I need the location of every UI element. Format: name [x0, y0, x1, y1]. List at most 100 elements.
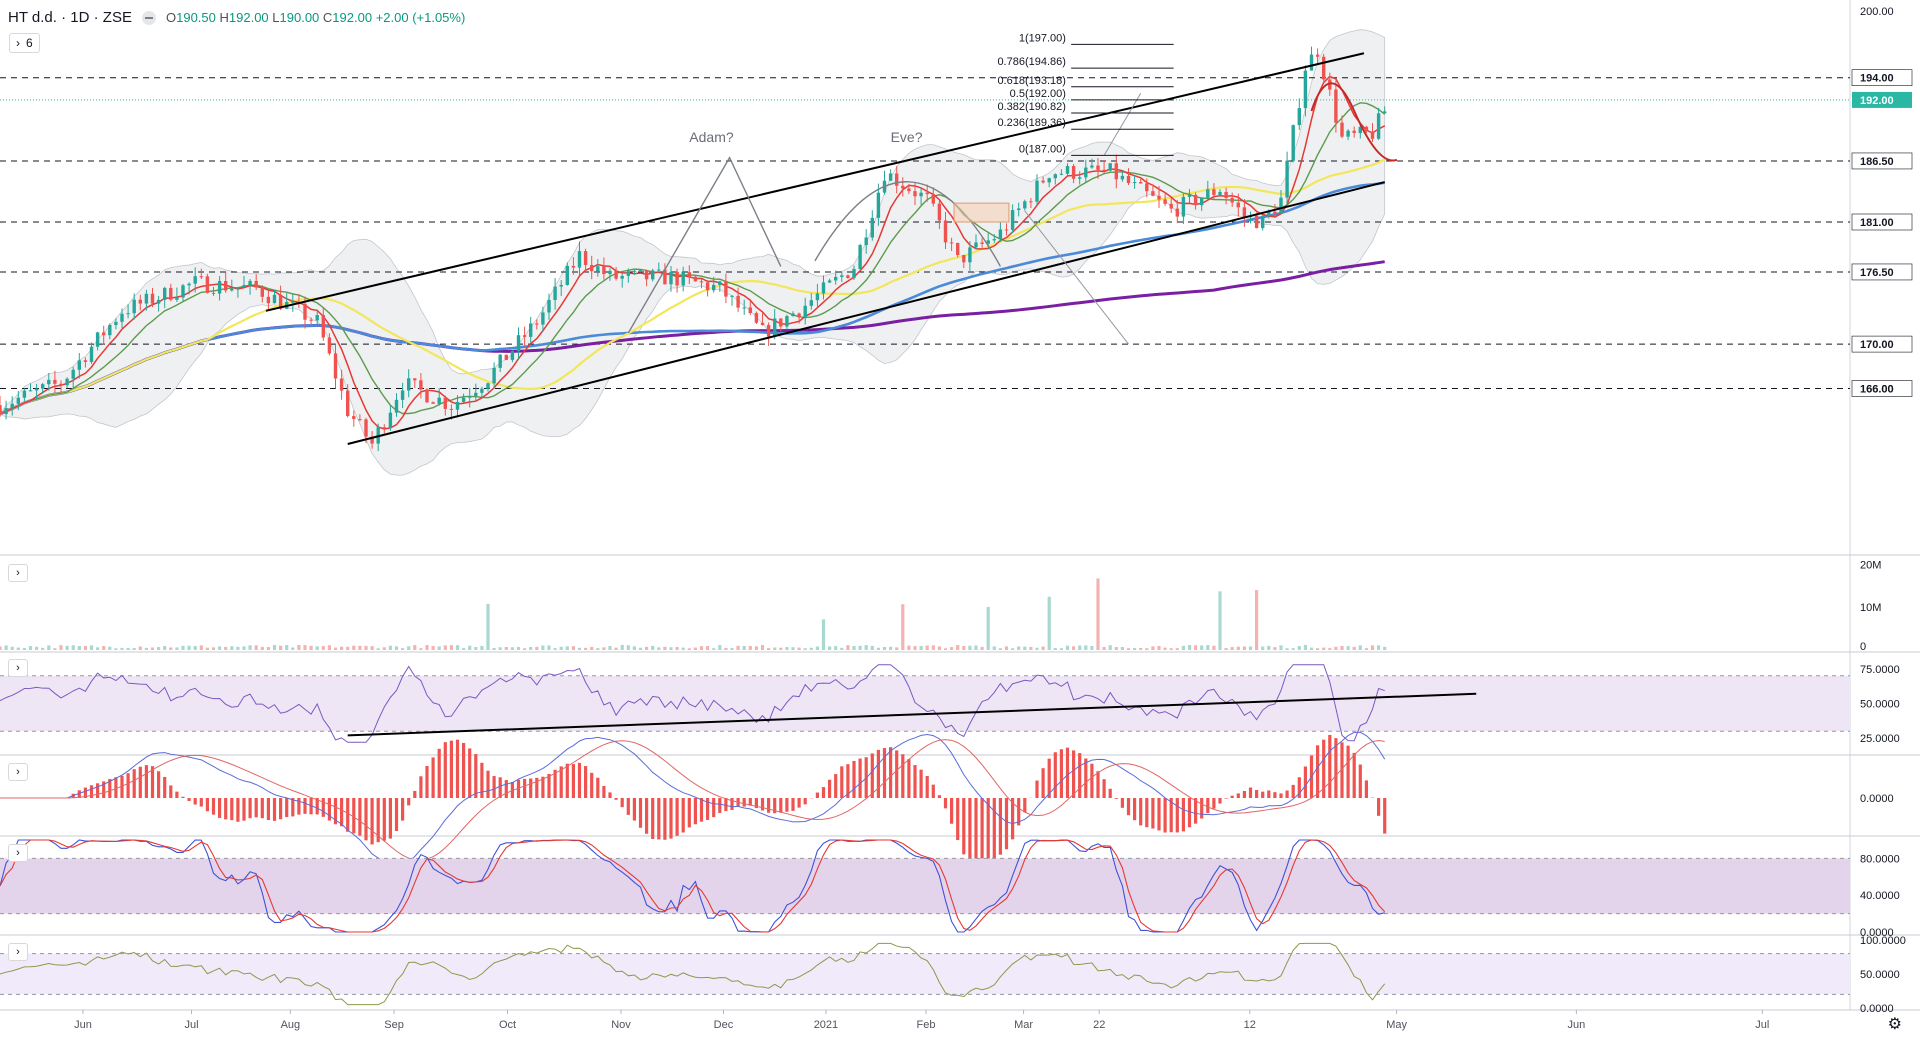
macd-histogram-bar [1017, 798, 1021, 826]
volume-bar [498, 647, 502, 650]
volume-bar [449, 645, 453, 650]
mfi-axis-tick: 100.0000 [1860, 935, 1906, 947]
candle-body [1126, 175, 1131, 184]
macd-histogram-bar [870, 753, 874, 798]
macd-histogram-bar [230, 798, 234, 821]
candle-body [1096, 165, 1100, 170]
chart-header: HT d.d. · 1D · ZSE O190.50 H192.00 L190.… [8, 9, 465, 26]
candle-body [388, 412, 393, 428]
macd-histogram-bar [291, 798, 295, 817]
macd-histogram-bar [187, 798, 191, 801]
candle-body [742, 307, 746, 309]
candle-body [187, 283, 191, 286]
volume-bar [510, 647, 514, 650]
macd-histogram-bar [297, 798, 301, 815]
gear-icon[interactable]: ⚙ [1887, 1016, 1902, 1033]
macd-histogram-bar [455, 739, 460, 798]
fib-level-label: 1(197.00) [1019, 32, 1066, 44]
volume-bar [102, 645, 106, 650]
candle-body [339, 378, 344, 391]
volume-bar [1169, 648, 1173, 650]
macd-histogram-bar [1383, 798, 1387, 834]
candle-body [1139, 182, 1143, 184]
macd-histogram-bar [413, 790, 417, 798]
volume-bar [1053, 647, 1057, 650]
candle-body [803, 305, 807, 318]
candle-body [364, 419, 368, 437]
candle-body [1181, 196, 1186, 217]
macd-pane-toggle[interactable]: › [8, 763, 28, 781]
macd-histogram-bar [1230, 795, 1234, 798]
stoch-axis-tick: 0.0000 [1860, 927, 1894, 939]
candle-body [699, 281, 704, 283]
macd-histogram-bar [577, 762, 582, 798]
candle-body [773, 318, 777, 337]
volume-bar [1090, 645, 1094, 650]
rsi-band [0, 675, 1850, 732]
candle-body [498, 354, 502, 368]
macd-histogram-bar [1377, 798, 1381, 816]
candle-body [419, 380, 423, 390]
mfi-axis-tick: 50.0000 [1860, 969, 1900, 981]
candle-body [230, 288, 234, 291]
fib-level-label: 0.382(190.82) [997, 101, 1066, 113]
candle-body [53, 379, 57, 384]
visibility-icon[interactable] [141, 10, 156, 25]
volume-bar [748, 645, 752, 650]
rsi-pane-toggle[interactable]: › [8, 659, 28, 677]
macd-histogram-bar [498, 777, 502, 798]
volume-bar [962, 646, 966, 650]
volume-bar [553, 648, 557, 650]
macd-histogram-bar [340, 798, 344, 827]
macd-histogram-bar [998, 798, 1002, 855]
macd-histogram-bar [138, 766, 142, 798]
macd-histogram-bar [1011, 798, 1015, 840]
candle-body [529, 323, 533, 337]
macd-histogram-bar [480, 762, 484, 798]
price-level-tag [1851, 152, 1913, 170]
candle-body [1236, 202, 1240, 208]
candle-body [248, 280, 252, 286]
macd-histogram-bar [919, 769, 923, 798]
time-axis-tick: Jul [185, 1019, 199, 1031]
volume-bar [675, 646, 679, 650]
macd-histogram-bar [1126, 798, 1131, 816]
candle-body [22, 390, 27, 398]
volume-bar [279, 645, 283, 650]
candle-body [1297, 108, 1301, 126]
volume-bar [413, 645, 417, 650]
volume-bar [1102, 646, 1106, 650]
volume-bar [394, 646, 399, 650]
volume-bar [462, 648, 466, 650]
candle-body [217, 280, 222, 294]
macd-histogram-bar [1023, 798, 1027, 813]
candle-body [291, 301, 295, 303]
candle-body [535, 323, 539, 325]
candle-body [1151, 191, 1155, 196]
candle-body [766, 325, 771, 337]
macd-histogram-bar [663, 798, 667, 840]
macd-histogram-bar [1261, 791, 1265, 798]
volume-bar [1230, 647, 1234, 650]
volume-bar [401, 648, 405, 650]
volume-pane-toggle[interactable]: › [8, 564, 28, 582]
volume-bar [266, 647, 270, 650]
macd-histogram-bar [1108, 788, 1112, 798]
macd-histogram-bar [1096, 771, 1100, 798]
mfi-pane-toggle[interactable]: › [8, 943, 28, 961]
volume-bar [919, 645, 923, 650]
indicator-toggle[interactable]: › 6 [9, 33, 40, 53]
candle-body [1285, 160, 1289, 198]
candle-body [705, 282, 710, 291]
time-axis-tick: May [1386, 1019, 1407, 1031]
candle-body [1206, 189, 1210, 199]
volume-bar [1303, 644, 1307, 650]
macd-histogram-bar [132, 769, 136, 798]
stoch-pane-toggle[interactable]: › [8, 844, 28, 862]
symbol-title[interactable]: HT d.d. · 1D · ZSE [8, 9, 132, 26]
volume-bar [169, 647, 173, 650]
macd-histogram-bar [126, 773, 130, 798]
candle-body [657, 269, 661, 271]
price-axis-tick: 200.00 [1860, 6, 1894, 18]
